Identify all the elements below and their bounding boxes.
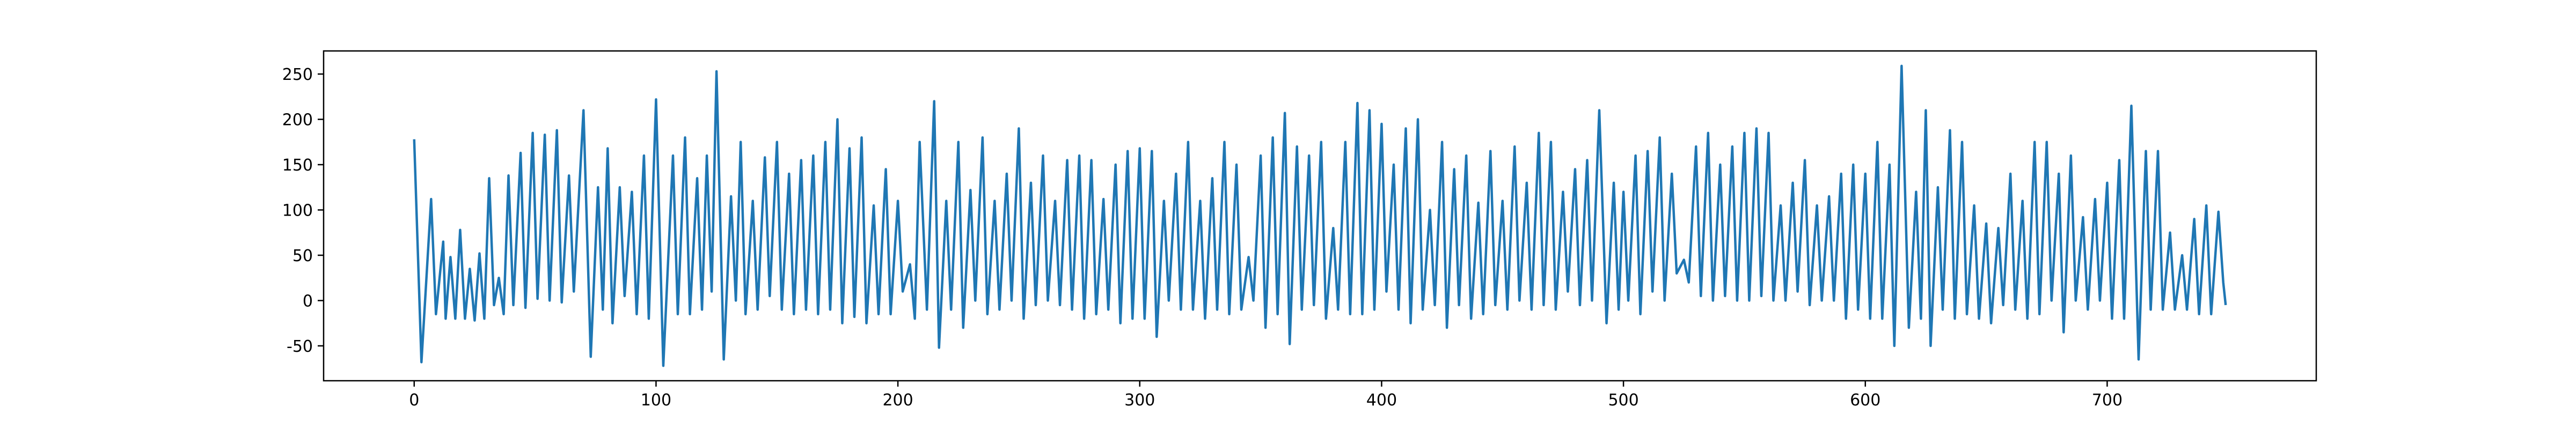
x-tick-label: 200 [882, 391, 913, 410]
y-tick-label: -50 [287, 337, 313, 356]
x-tick-label: 600 [1850, 391, 1880, 410]
x-tick-label: 700 [2092, 391, 2123, 410]
y-tick-label: 200 [282, 111, 313, 130]
x-tick-label: 300 [1124, 391, 1155, 410]
x-tick-label: 100 [641, 391, 671, 410]
y-tick-label: 100 [282, 202, 313, 220]
data-line [413, 64, 2227, 367]
x-tick-label: 0 [409, 391, 419, 410]
x-tick-label: 500 [1608, 391, 1638, 410]
plot-frame [323, 50, 2317, 382]
x-tick-label: 400 [1366, 391, 1397, 410]
y-tick-label: 50 [292, 247, 313, 265]
y-tick-label: 250 [282, 65, 313, 84]
y-tick-label: 150 [282, 156, 313, 175]
y-tick-label: 0 [303, 292, 313, 310]
